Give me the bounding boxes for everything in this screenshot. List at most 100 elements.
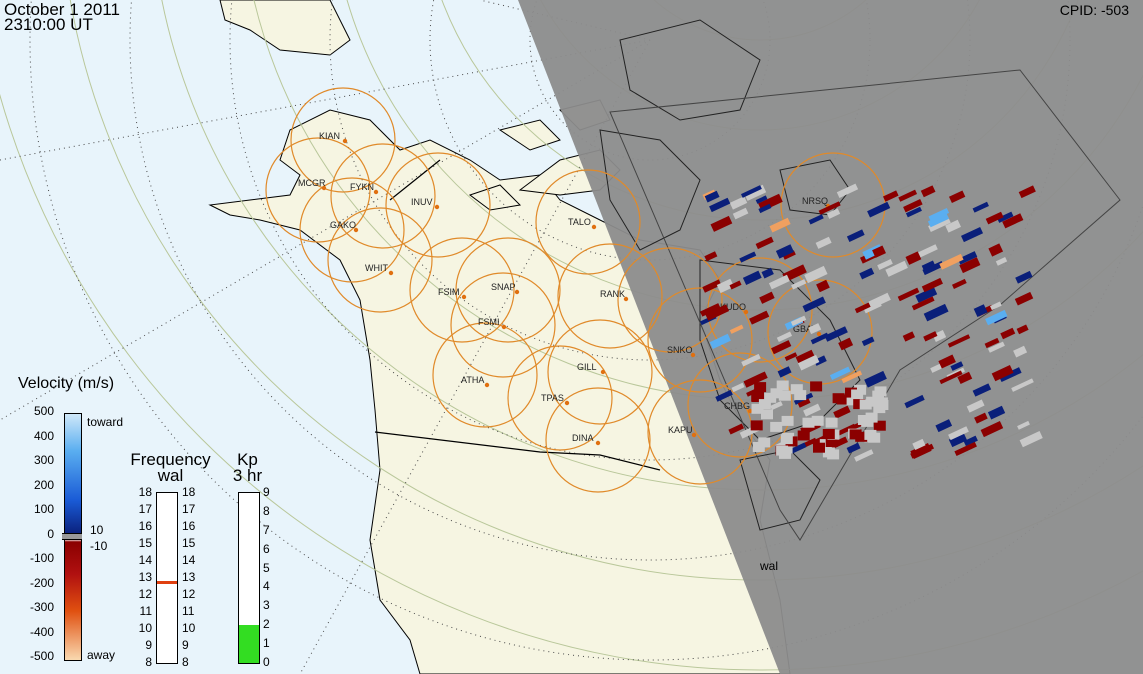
kp-legend: Kp 3 hr 9 8 7 6 5 4 3 2 1 0 — [225, 450, 285, 670]
velocity-vector — [877, 259, 893, 271]
station-fov-circle — [617, 247, 723, 353]
velocity-vector — [824, 326, 848, 342]
station-dot — [321, 185, 327, 191]
station-label: DINA — [572, 433, 594, 443]
velocity-vector — [758, 399, 771, 410]
station-fov-circle — [327, 207, 433, 313]
frequency-tick-label: 9 — [182, 638, 189, 652]
velocity-vector — [966, 399, 985, 413]
station-fov-circle — [290, 87, 396, 193]
velocity-vector — [728, 423, 745, 435]
frequency-tick-label: 10 — [138, 621, 152, 635]
station-dot — [691, 432, 697, 438]
station-dot — [514, 289, 520, 295]
frequency-tick-label: 10 — [182, 621, 196, 635]
velocity-vector — [754, 382, 767, 393]
velocity-vector — [709, 333, 731, 349]
velocity-vector — [917, 244, 938, 258]
kp-tick-label: 6 — [263, 541, 270, 556]
velocity-vector — [950, 361, 964, 371]
velocity-vector — [902, 331, 916, 342]
velocity-title: Velocity (m/s) — [18, 375, 115, 392]
velocity-vector — [985, 211, 1004, 225]
station-fov-circle — [432, 322, 538, 428]
velocity-tick-label: 400 — [33, 428, 54, 443]
velocity-vector — [861, 416, 874, 427]
velocity-vector — [897, 287, 920, 302]
velocity-vector — [802, 296, 826, 313]
velocity-vector — [1015, 270, 1033, 284]
velocity-vector — [905, 206, 922, 218]
station-label: INUV — [411, 197, 433, 207]
kp-tick-label: 5 — [263, 560, 270, 575]
frequency-tick-label: 16 — [182, 519, 196, 533]
station-label: TPAS — [541, 393, 564, 403]
frequency-tick-label: 12 — [138, 587, 152, 601]
velocity-vector — [905, 251, 922, 265]
velocity-vector — [987, 341, 1005, 353]
velocity-vector — [729, 280, 742, 290]
station-dot — [623, 296, 629, 302]
station-fov-circle — [385, 152, 491, 258]
velocity-vector — [927, 212, 950, 228]
velocity-vector — [825, 417, 838, 428]
velocity-vector — [709, 197, 731, 213]
velocity-tick-label: 0 — [47, 526, 54, 541]
velocity-vector — [1017, 420, 1030, 430]
velocity-vector — [770, 388, 783, 399]
velocity-vector — [758, 203, 772, 214]
station-dot — [484, 382, 490, 388]
velocity-vector — [740, 185, 762, 198]
velocity-vector — [957, 251, 978, 265]
velocity-vector — [779, 448, 791, 459]
velocity-vector — [790, 315, 807, 326]
velocity-vector — [768, 274, 790, 290]
frequency-tick-label: 11 — [139, 604, 152, 618]
velocity-vectors — [700, 183, 1043, 462]
velocity-vector — [731, 382, 745, 393]
velocity-vector — [872, 390, 885, 401]
velocity-vector — [875, 397, 888, 408]
kp-tick-label: 3 — [263, 598, 270, 613]
velocity-vector — [985, 309, 1008, 326]
frequency-tick-label: 15 — [138, 536, 152, 550]
kp-subtitle: 3 hr — [232, 466, 263, 485]
velocity-vector — [921, 277, 943, 293]
station-fov-circle — [409, 237, 515, 343]
frequency-tick-label: 9 — [145, 638, 152, 652]
velocity-vector — [732, 207, 749, 220]
station-fov-circle — [455, 237, 561, 343]
velocity-vector — [749, 310, 770, 325]
velocity-vector — [802, 417, 815, 428]
velocity-vector — [761, 409, 773, 420]
velocity-vector — [798, 354, 820, 371]
frequency-tick-label: 17 — [182, 502, 196, 516]
velocity-vector — [750, 420, 763, 431]
velocity-vector — [922, 260, 945, 276]
velocity-tick-label: -100 — [29, 551, 54, 565]
velocity-vector — [715, 389, 733, 402]
away-label: away — [87, 648, 116, 662]
velocity-vector — [810, 332, 829, 345]
station-dot — [434, 204, 440, 210]
station-fov-circle — [299, 177, 405, 283]
velocity-vector — [704, 251, 718, 262]
frequency-tick-label: 18 — [138, 485, 152, 499]
velocity-vector — [782, 250, 796, 260]
velocity-vector — [739, 251, 757, 263]
zero-lower-label: -10 — [90, 539, 108, 553]
station-dot — [342, 138, 348, 144]
velocity-vector — [770, 400, 783, 411]
frequency-tick-label: 15 — [182, 536, 196, 550]
velocity-vector — [813, 355, 827, 366]
station-dot — [600, 369, 606, 375]
station-dot — [373, 189, 379, 195]
velocity-vector — [972, 383, 992, 397]
station-dot — [461, 294, 467, 300]
velocity-vector — [995, 257, 1008, 266]
velocity-vector — [741, 353, 761, 367]
station-label: MCGR — [298, 178, 326, 188]
velocity-vector — [751, 391, 764, 402]
